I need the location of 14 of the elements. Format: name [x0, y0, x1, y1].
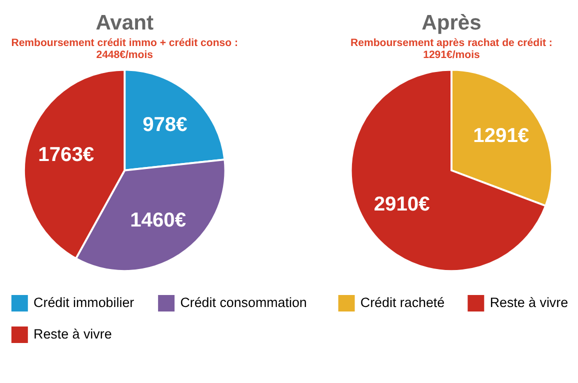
data-label: 1763€ — [38, 144, 94, 166]
legend-label: Crédit consommation — [180, 295, 307, 310]
legend-label: Reste à vivre — [490, 295, 568, 310]
chart-title: Avant — [96, 11, 154, 34]
data-label: 2910€ — [374, 194, 430, 216]
chart-title: Après — [422, 11, 482, 34]
legend-label: Crédit racheté — [360, 295, 445, 310]
data-label: 978€ — [142, 114, 188, 136]
data-label: 1460€ — [130, 209, 186, 232]
chart-subtitle: Remboursement crédit immo + crédit conso : 2448€/mois — [11, 36, 238, 62]
legend-label: Crédit immobilier — [34, 295, 135, 310]
chart-subtitle: Remboursement après rachat de crédit : 1291€/mois — [350, 36, 552, 62]
data-label: 1291€ — [473, 124, 530, 147]
legend-label: Reste à vivre — [34, 326, 112, 342]
